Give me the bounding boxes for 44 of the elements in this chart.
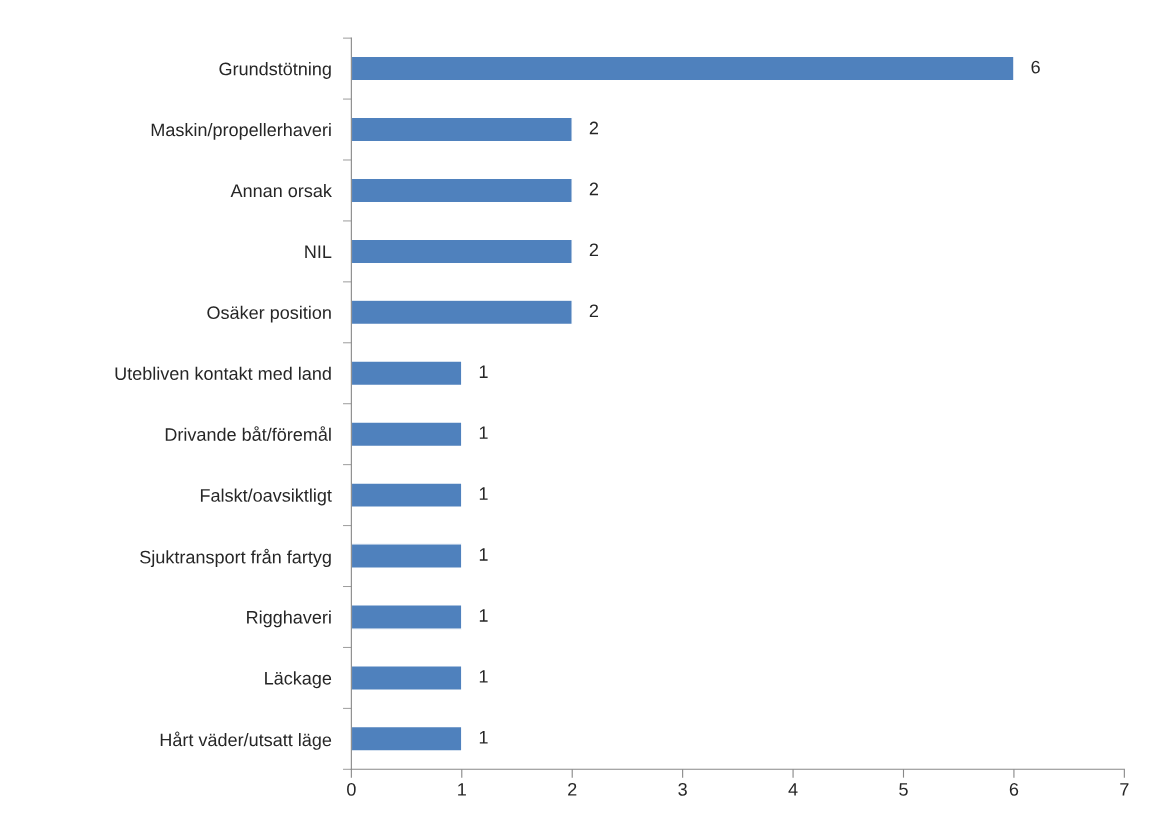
y-tick-label: Rigghaveri [247, 610, 331, 628]
bar [351, 482, 463, 509]
x-tick-label: 2 [568, 782, 577, 796]
data-label: 1 [479, 670, 488, 683]
x-tick-label: 0 [347, 782, 356, 796]
x-tick-label: 6 [1009, 782, 1019, 796]
data-label: 2 [589, 243, 599, 257]
y-tick-label: Falskt/oavsiktligt [200, 488, 332, 506]
data-label: 1 [479, 548, 488, 561]
bar [351, 238, 573, 265]
data-label: 2 [589, 304, 599, 317]
bar [351, 725, 463, 752]
bar [351, 421, 463, 448]
y-tick-label: Osäker position [207, 305, 331, 323]
bar [351, 665, 463, 691]
bar [351, 177, 573, 204]
y-tick-label: Utebliven kontakt med land [115, 366, 331, 380]
y-tick-label: Sjuktransport från fartyg [140, 548, 331, 568]
y-tick-label: Maskin/propellerhaveri [151, 122, 331, 140]
y-tick-label: Grundstötning [219, 62, 331, 79]
y-tick-label: Hårt väder/utsatt läge [160, 731, 332, 750]
x-tick-label: 5 [899, 783, 908, 796]
bar [351, 55, 1015, 82]
data-label: 1 [479, 731, 488, 744]
bar [351, 299, 573, 326]
bar [351, 604, 463, 630]
bar [351, 360, 463, 387]
x-tick-label: 4 [788, 783, 798, 796]
data-label: 1 [479, 487, 488, 500]
data-label: 2 [589, 182, 599, 196]
y-tick-label: Annan orsak [230, 183, 332, 198]
data-label: 6 [1031, 60, 1040, 74]
y-tick-label: NIL [305, 245, 332, 258]
x-tick-label: 3 [678, 782, 687, 796]
data-label: 2 [589, 121, 599, 135]
data-label: 1 [479, 609, 488, 622]
data-label: 1 [479, 426, 488, 439]
x-tick-label: 7 [1120, 783, 1129, 796]
bar [351, 116, 573, 143]
x-tick-label: 1 [458, 783, 466, 796]
data-label: 1 [479, 365, 488, 378]
y-tick-label: Drivande båt/föremål [165, 426, 331, 441]
y-tick-label: Läckage [265, 671, 332, 689]
bar [351, 543, 463, 569]
